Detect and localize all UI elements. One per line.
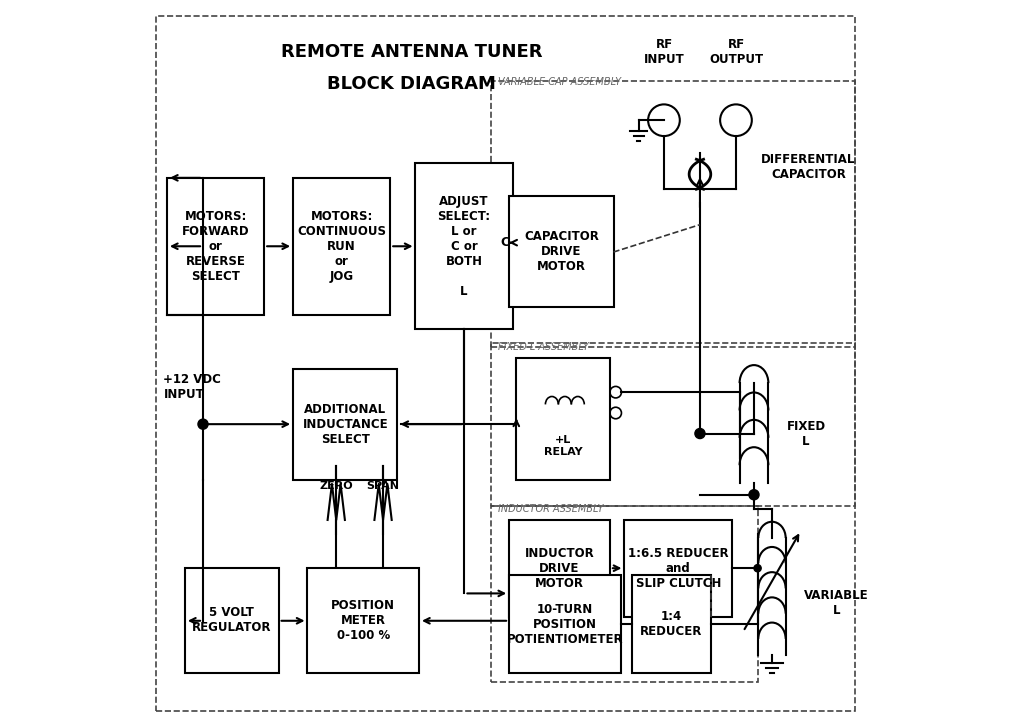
FancyBboxPatch shape: [167, 178, 264, 315]
Text: ZERO: ZERO: [319, 481, 353, 491]
FancyBboxPatch shape: [185, 568, 279, 672]
Text: +12 VDC
INPUT: +12 VDC INPUT: [164, 373, 221, 401]
Text: VARIABLE
L: VARIABLE L: [805, 589, 869, 617]
Text: 1:6.5 REDUCER
and
SLIP CLUTCH: 1:6.5 REDUCER and SLIP CLUTCH: [628, 547, 729, 590]
Text: BLOCK DIAGRAM: BLOCK DIAGRAM: [328, 75, 496, 93]
Circle shape: [754, 565, 761, 572]
Text: DIFFERENTIAL
CAPACITOR: DIFFERENTIAL CAPACITOR: [761, 153, 855, 181]
FancyBboxPatch shape: [510, 196, 614, 307]
Text: MOTORS:
CONTINUOUS
RUN
or
JOG: MOTORS: CONTINUOUS RUN or JOG: [297, 210, 386, 283]
Text: +L
RELAY: +L RELAY: [544, 435, 582, 457]
Text: 5 VOLT
REGULATOR: 5 VOLT REGULATOR: [192, 607, 272, 634]
Text: ADDITIONAL
INDUCTANCE
SELECT: ADDITIONAL INDUCTANCE SELECT: [302, 403, 388, 446]
Text: REMOTE ANTENNA TUNER: REMOTE ANTENNA TUNER: [281, 43, 543, 61]
FancyBboxPatch shape: [293, 369, 397, 480]
FancyBboxPatch shape: [510, 520, 610, 617]
Text: C: C: [500, 236, 510, 249]
Text: FIXED
L: FIXED L: [787, 419, 826, 448]
FancyBboxPatch shape: [307, 568, 420, 672]
FancyBboxPatch shape: [625, 520, 732, 617]
Text: ADJUST
SELECT:
L or
C or
BOTH

L: ADJUST SELECT: L or C or BOTH L: [438, 194, 490, 298]
Text: CAPACITOR
DRIVE
MOTOR: CAPACITOR DRIVE MOTOR: [524, 230, 599, 273]
Text: MOTORS:
FORWARD
or
REVERSE
SELECT: MOTORS: FORWARD or REVERSE SELECT: [182, 210, 250, 283]
Text: VARIABLE CAP ASSEMBLY: VARIABLE CAP ASSEMBLY: [498, 77, 622, 87]
Text: POSITION
METER
0-100 %: POSITION METER 0-100 %: [332, 599, 395, 642]
FancyBboxPatch shape: [517, 358, 610, 480]
FancyBboxPatch shape: [632, 576, 711, 672]
Text: 1:4
REDUCER: 1:4 REDUCER: [640, 610, 703, 638]
FancyBboxPatch shape: [416, 163, 513, 329]
Text: RF
OUTPUT: RF OUTPUT: [709, 38, 763, 66]
FancyBboxPatch shape: [293, 178, 390, 315]
Text: 10-TURN
POSITION
POTIENTIOMETER: 10-TURN POSITION POTIENTIOMETER: [507, 602, 623, 646]
Text: FIXED L ASSEMBLY: FIXED L ASSEMBLY: [498, 342, 589, 352]
Text: SPAN: SPAN: [367, 481, 399, 491]
Circle shape: [695, 429, 705, 439]
Circle shape: [198, 419, 208, 429]
FancyBboxPatch shape: [510, 576, 621, 672]
Text: RF
INPUT: RF INPUT: [644, 38, 684, 66]
Text: INDUCTOR
DRIVE
MOTOR: INDUCTOR DRIVE MOTOR: [525, 547, 594, 590]
Circle shape: [749, 489, 759, 500]
Text: INDUCTOR ASSEMBLY: INDUCTOR ASSEMBLY: [498, 504, 604, 514]
